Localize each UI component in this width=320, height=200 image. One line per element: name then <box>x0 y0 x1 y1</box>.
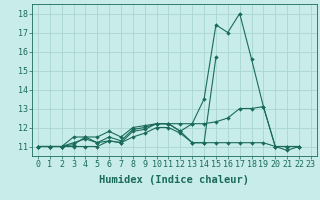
X-axis label: Humidex (Indice chaleur): Humidex (Indice chaleur) <box>100 175 249 185</box>
